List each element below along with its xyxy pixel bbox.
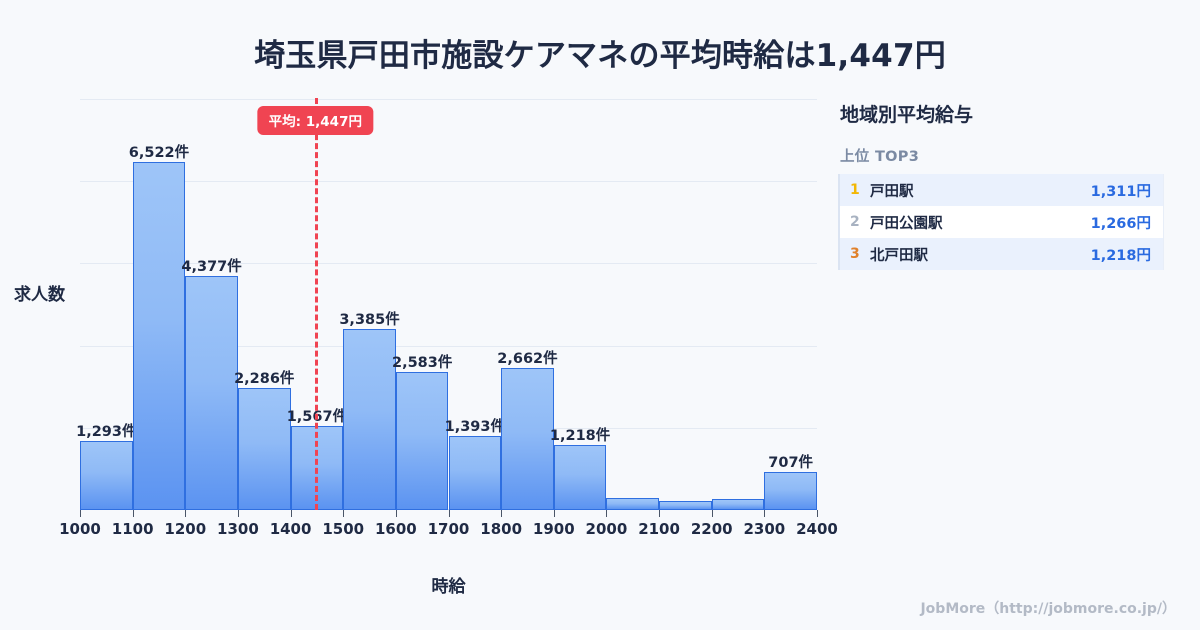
rank-wage-value: 1,311円 — [1090, 183, 1151, 200]
rank-wage-value: 1,266円 — [1090, 215, 1151, 232]
gridline — [80, 181, 817, 183]
page-title: 埼玉県戸田市施設ケアマネの平均時給は1,447円 — [254, 38, 946, 74]
x-axis-tick-label: 1000 — [59, 520, 101, 538]
rank-wage-value: 1,218円 — [1090, 247, 1151, 264]
rank-station-name: 戸田公園駅 — [870, 215, 943, 232]
rank-row[interactable]: 1 戸田駅 1,311円 — [840, 174, 1163, 206]
x-axis-tick — [501, 510, 503, 517]
x-axis-title: 時給 — [431, 577, 466, 597]
bar[interactable] — [659, 501, 712, 510]
bar[interactable] — [501, 367, 554, 510]
x-axis-tick-label: 1200 — [164, 520, 207, 538]
x-axis-tick-label: 1500 — [322, 520, 365, 538]
bar[interactable] — [237, 387, 291, 510]
x-axis-tick — [132, 510, 134, 517]
bar-value-label: 707件 — [768, 455, 814, 472]
bar-series: 1,293件 6,522件 4,377件 2,286件 1,567件 3,385件 2,58… — [76, 99, 817, 510]
x-axis-tick-label: 1100 — [111, 520, 154, 538]
x-axis-tick-label: 2400 — [796, 520, 838, 538]
x-axis-tick-label: 2000 — [585, 520, 628, 538]
x-axis-tick — [659, 510, 661, 517]
x-axis-tick-label: 2100 — [638, 520, 680, 538]
x-axis-tick — [553, 510, 555, 517]
bar-value-label: 2,286件 — [234, 370, 295, 387]
bar-value-label: 3,385件 — [339, 312, 400, 329]
bar-value-label: 6,522件 — [128, 144, 190, 161]
bar[interactable] — [448, 435, 502, 510]
bar-value-label: 2,583件 — [391, 355, 453, 372]
x-axis-tick — [80, 510, 81, 517]
x-axis-tick — [395, 510, 397, 517]
bar-value-label: 1,393件 — [444, 418, 505, 435]
x-axis-tick-label: 1300 — [217, 520, 259, 538]
x-axis-tick-label: 1600 — [374, 520, 417, 538]
x-axis-tick — [237, 510, 239, 517]
bar[interactable] — [764, 472, 817, 510]
x-axis-tick — [606, 510, 608, 517]
sidebar-title: 地域別平均給与 — [840, 104, 974, 126]
average-line — [315, 98, 319, 510]
rank-number: 3 — [850, 246, 860, 262]
bar[interactable] — [711, 499, 765, 510]
rank-station-name: 戸田駅 — [870, 183, 914, 200]
x-axis-tick-label: 2200 — [690, 520, 733, 538]
x-axis-tick-label: 1700 — [427, 520, 470, 538]
x-axis-tick — [711, 510, 713, 517]
bar[interactable] — [80, 440, 133, 510]
x-axis-tick-label: 2300 — [743, 520, 786, 538]
rank-number: 1 — [850, 182, 860, 198]
bar[interactable] — [185, 276, 238, 510]
bar-value-label: 2,662件 — [497, 350, 558, 367]
x-axis-tick-label: 1900 — [532, 520, 575, 538]
bar[interactable] — [553, 445, 607, 510]
region-average-salary-panel: 地域別平均給与 上位 TOP3 1 戸田駅 1,311円 2 戸田公園駅 1,266円 3 北… — [838, 100, 1164, 270]
gridline — [80, 99, 817, 100]
bar[interactable] — [343, 329, 396, 510]
x-axis-tick — [764, 510, 766, 517]
footer-credit: JobMore（http://jobmore.co.jp/） — [920, 601, 1176, 617]
x-axis-tick — [185, 510, 187, 517]
bar[interactable] — [606, 498, 660, 510]
x-axis-tick-label: 1800 — [480, 520, 523, 538]
gridline — [80, 263, 817, 265]
bar[interactable] — [132, 161, 186, 510]
x-axis-tick — [290, 510, 292, 517]
x-axis-tick — [448, 510, 450, 517]
bar[interactable] — [395, 372, 449, 510]
gridline — [80, 427, 817, 429]
bar-value-label: 1,218件 — [549, 427, 611, 444]
bar-value-label: 1,293件 — [76, 423, 137, 440]
rank-row[interactable]: 3 北戸田駅 1,218円 — [840, 238, 1163, 270]
rank-list: 1 戸田駅 1,311円 2 戸田公園駅 1,266円 3 北戸田駅 1,218円 — [838, 174, 1164, 270]
x-axis-tick — [817, 510, 818, 517]
chart-plot-area: 1,293件 6,522件 4,377件 2,286件 1,567件 3,385件 2,58… — [76, 98, 817, 510]
gridline — [80, 345, 817, 347]
average-badge: 平均: 1,447円 — [257, 106, 373, 135]
rank-number: 2 — [850, 214, 860, 230]
sidebar-subtitle: 上位 TOP3 — [840, 149, 920, 165]
x-axis-tick — [343, 510, 345, 517]
x-axis-tick-label: 1400 — [269, 520, 312, 538]
rank-row[interactable]: 2 戸田公園駅 1,266円 — [840, 206, 1163, 238]
y-axis-title: 求人数 — [14, 285, 65, 305]
rank-station-name: 北戸田駅 — [870, 247, 928, 264]
bar-value-label: 4,377件 — [181, 259, 242, 276]
